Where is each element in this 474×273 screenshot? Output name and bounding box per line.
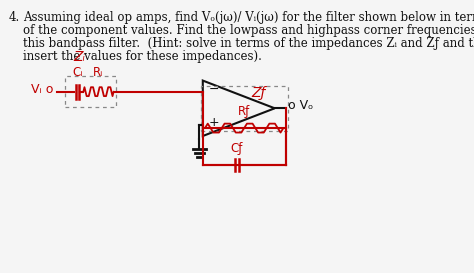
Text: Cᵢ: Cᵢ <box>73 66 83 79</box>
Text: of the component values. Find the lowpass and highpass corner frequencies for: of the component values. Find the lowpas… <box>23 24 474 37</box>
Text: Zƒ: Zƒ <box>251 86 266 100</box>
Text: +: + <box>209 117 219 129</box>
Bar <box>64 76 116 108</box>
Text: Rᵢ: Rᵢ <box>93 66 104 79</box>
Text: insert the values for these impedances).: insert the values for these impedances). <box>23 50 262 63</box>
Text: Cƒ: Cƒ <box>231 142 243 155</box>
Text: Zᵢ: Zᵢ <box>73 50 85 64</box>
Text: this bandpass filter.  (Hint: solve in terms of the impedances Zᵢ and Zƒ and the: this bandpass filter. (Hint: solve in te… <box>23 37 474 50</box>
Text: 4.: 4. <box>9 11 20 24</box>
Text: o Vₒ: o Vₒ <box>288 99 313 112</box>
Text: Vᵢ o: Vᵢ o <box>31 83 53 96</box>
Text: −: − <box>209 83 219 96</box>
Bar <box>201 85 288 131</box>
Text: Assuming ideal op amps, find Vₒ(jω)/ Vᵢ(jω) for the filter shown below in terms: Assuming ideal op amps, find Vₒ(jω)/ Vᵢ(… <box>23 11 474 24</box>
Text: Rƒ: Rƒ <box>238 105 250 118</box>
